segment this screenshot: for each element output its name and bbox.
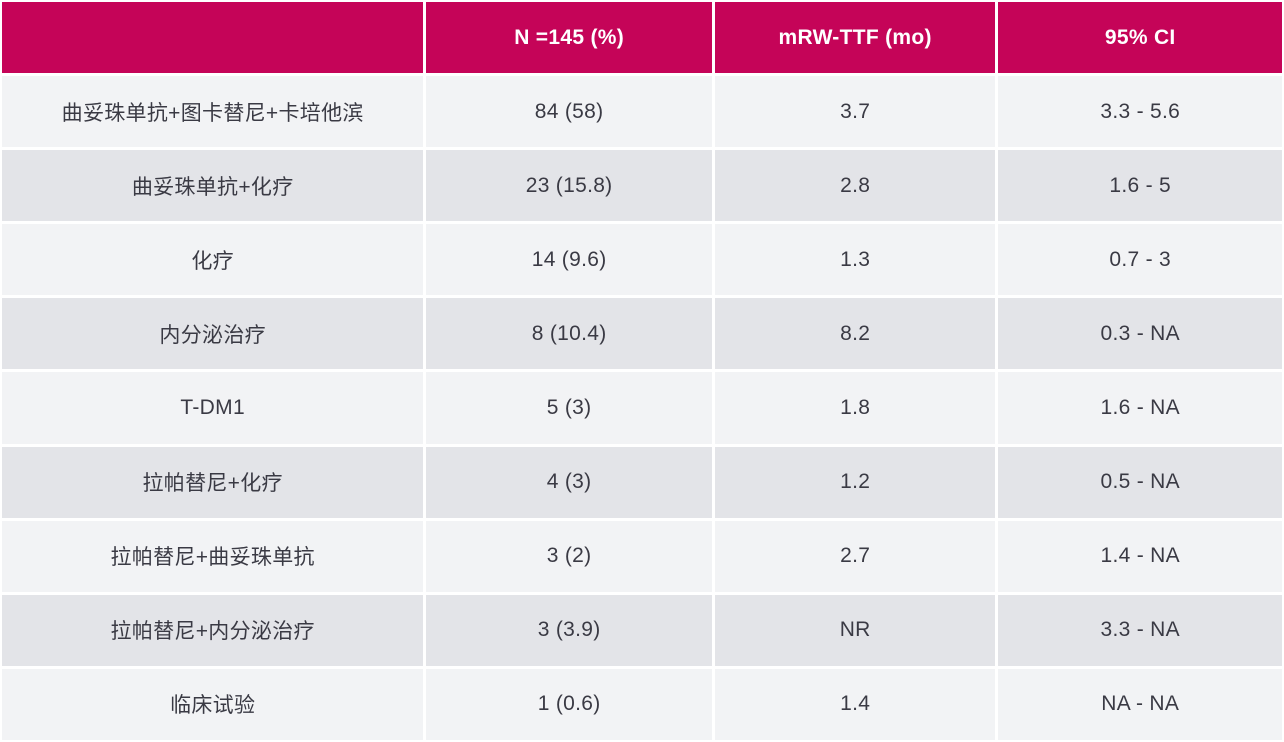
- ci-value: 0.5 - NA: [998, 446, 1282, 518]
- ttf-value: 8.2: [714, 298, 996, 370]
- header-cell-n: N =145 (%): [426, 2, 712, 73]
- header-cell-ttf: mRW-TTF (mo): [714, 2, 996, 73]
- treatment-label: 曲妥珠单抗+图卡替尼+卡培他滨: [2, 76, 424, 148]
- ci-value: NA - NA: [998, 668, 1282, 740]
- treatment-label: T-DM1: [2, 372, 424, 444]
- n-value: 3 (2): [426, 520, 712, 592]
- n-value: 3 (3.9): [426, 594, 712, 666]
- ttf-value: 1.8: [714, 372, 996, 444]
- ci-value: 1.6 - NA: [998, 372, 1282, 444]
- treatment-label: 拉帕替尼+化疗: [2, 446, 424, 518]
- ttf-value: 2.7: [714, 520, 996, 592]
- n-value: 14 (9.6): [426, 224, 712, 296]
- ttf-value: NR: [714, 594, 996, 666]
- ci-value: 0.7 - 3: [998, 224, 1282, 296]
- ttf-value: 1.4: [714, 668, 996, 740]
- ttf-value: 2.8: [714, 150, 996, 222]
- ttf-value: 1.2: [714, 446, 996, 518]
- treatment-label: 临床试验: [2, 668, 424, 740]
- n-value: 84 (58): [426, 76, 712, 148]
- header-cell-ci: 95% CI: [998, 2, 1282, 73]
- treatment-label: 内分泌治疗: [2, 298, 424, 370]
- ttf-value: 1.3: [714, 224, 996, 296]
- treatment-label: 拉帕替尼+内分泌治疗: [2, 594, 424, 666]
- n-value: 8 (10.4): [426, 298, 712, 370]
- n-value: 5 (3): [426, 372, 712, 444]
- ci-value: 3.3 - 5.6: [998, 76, 1282, 148]
- ci-value: 1.4 - NA: [998, 520, 1282, 592]
- n-value: 4 (3): [426, 446, 712, 518]
- treatment-label: 曲妥珠单抗+化疗: [2, 150, 424, 222]
- ci-value: 0.3 - NA: [998, 298, 1282, 370]
- ci-value: 1.6 - 5: [998, 150, 1282, 222]
- header-cell-treatment: [2, 2, 424, 73]
- treatment-label: 化疗: [2, 224, 424, 296]
- n-value: 1 (0.6): [426, 668, 712, 740]
- ttf-value: 3.7: [714, 76, 996, 148]
- treatment-label: 拉帕替尼+曲妥珠单抗: [2, 520, 424, 592]
- n-value: 23 (15.8): [426, 150, 712, 222]
- ci-value: 3.3 - NA: [998, 594, 1282, 666]
